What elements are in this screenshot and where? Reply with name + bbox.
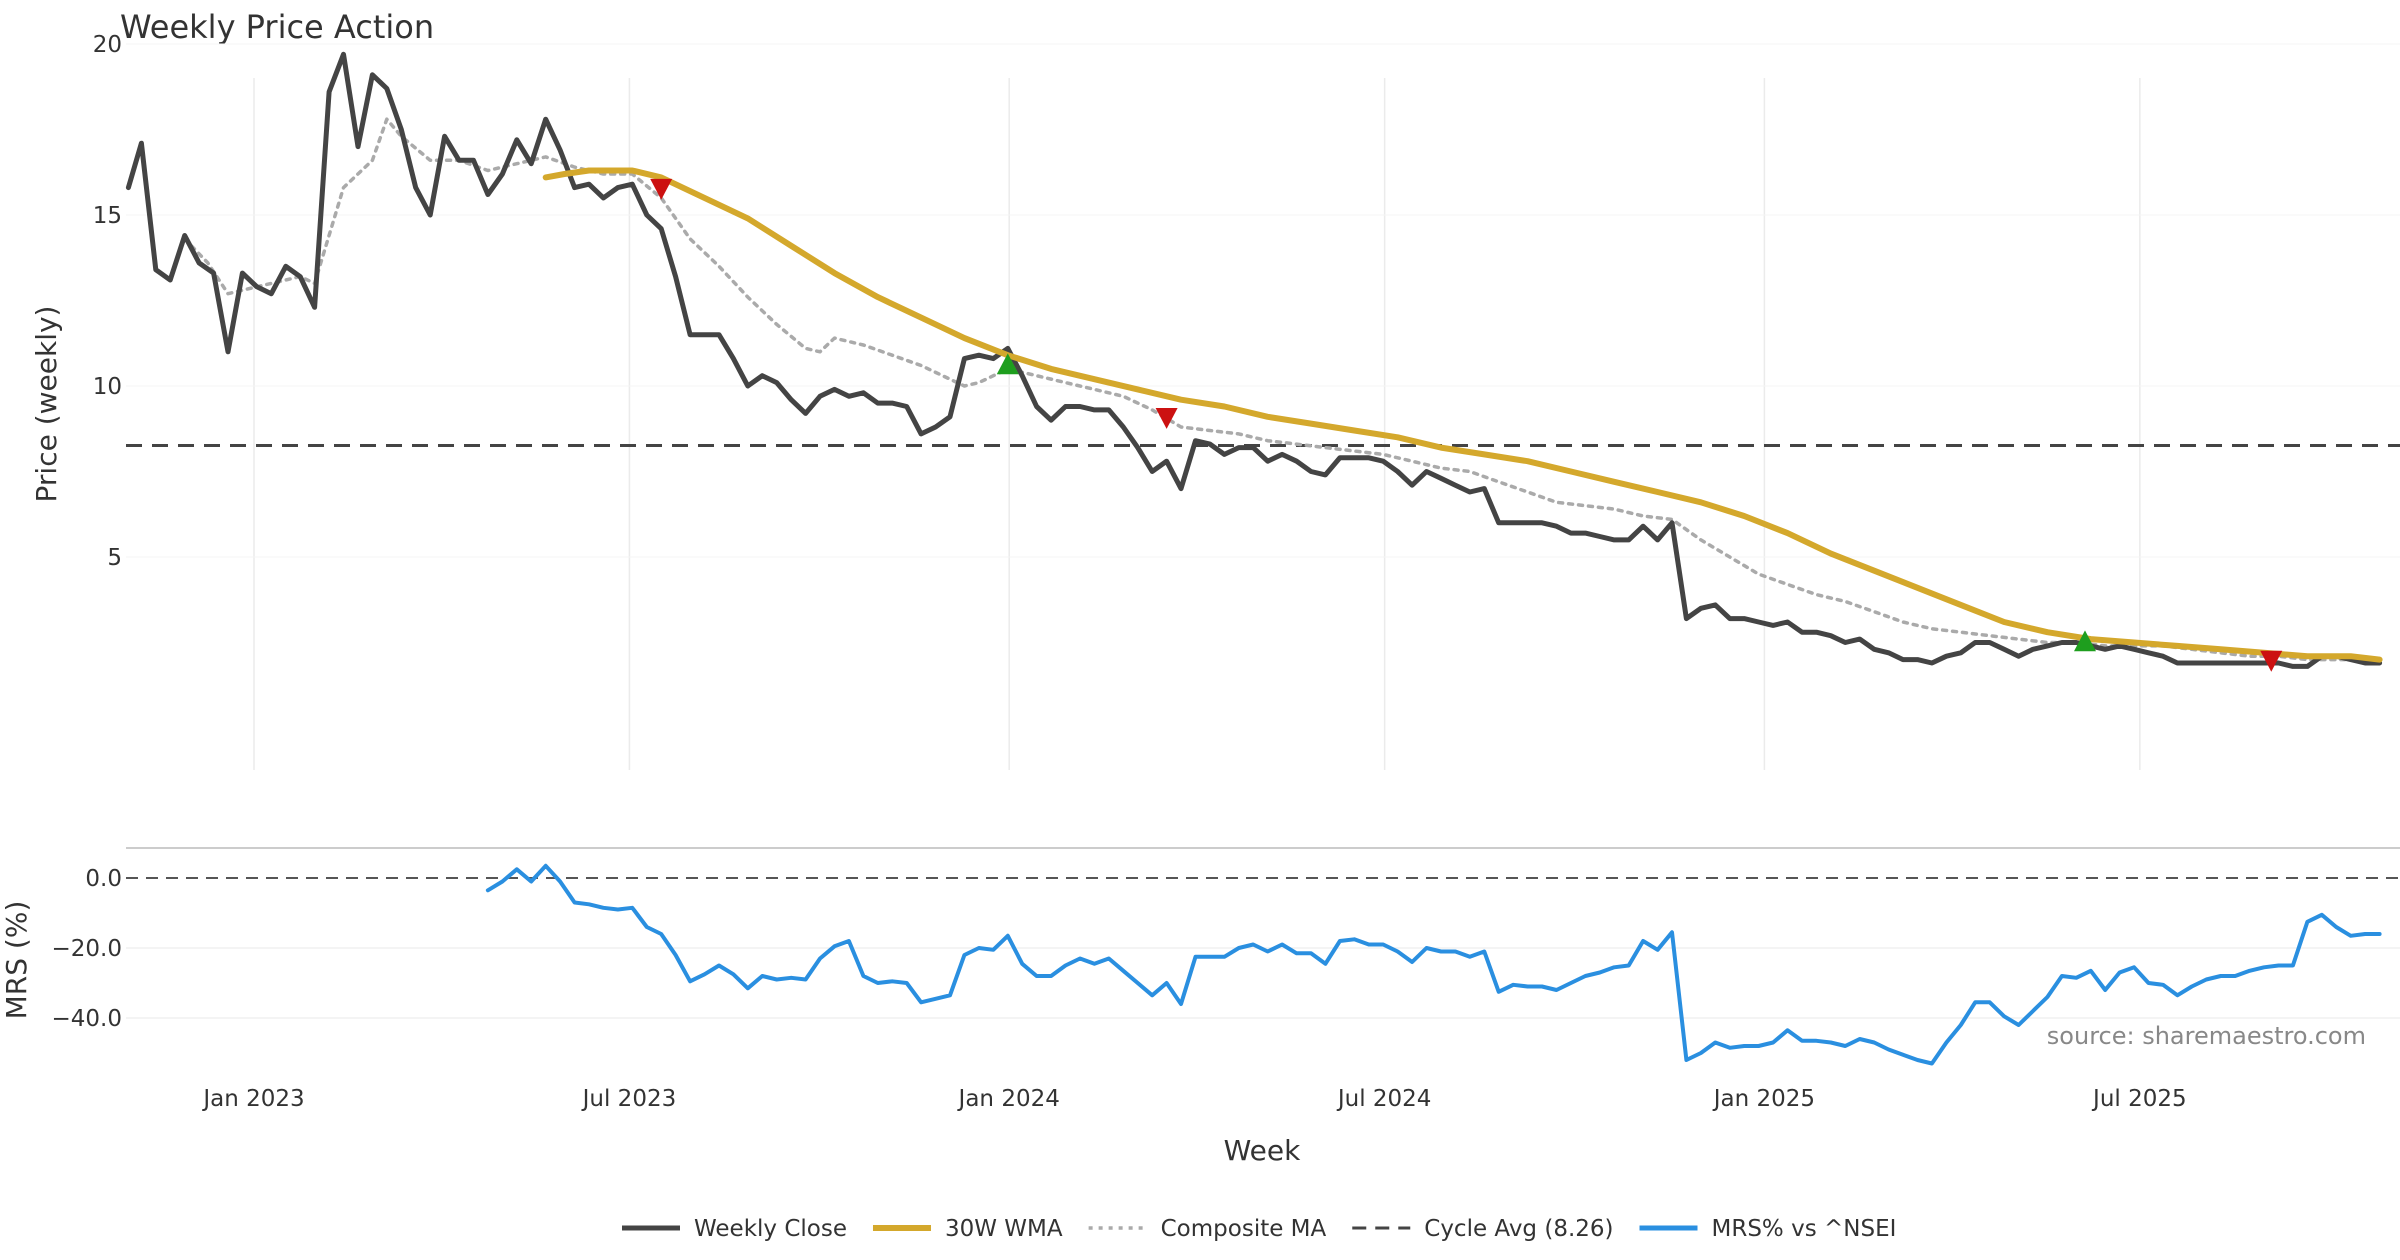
grid <box>126 43 2400 770</box>
mrs-y-axis-title: MRS (%) <box>0 901 33 1020</box>
price-y-tick-label: 20 <box>93 32 122 58</box>
legend-label-cycle-avg: Cycle Avg (8.26) <box>1424 1216 1613 1242</box>
legend: Weekly Close 30W WMA Composite MA Cycle Avg… <box>622 1216 1896 1242</box>
x-tick-label: Jul 2023 <box>581 1086 677 1112</box>
x-tick-label: Jan 2023 <box>201 1086 304 1112</box>
price-y-tick-label: 10 <box>93 374 122 400</box>
mrs-y-tick-label: 0.0 <box>85 866 122 892</box>
weekly-close-line <box>125 51 2383 669</box>
legend-label-composite-ma: Composite MA <box>1161 1216 1327 1242</box>
mrs-y-tick-label: −40.0 <box>52 1006 122 1032</box>
chart-title: Weekly Price Action <box>120 8 434 46</box>
mrs-line <box>485 863 2382 1066</box>
legend-label-weekly-close: Weekly Close <box>694 1216 847 1242</box>
composite-ma-line <box>182 117 2382 662</box>
mrs-panel: 0.0 −20.0 −40.0 MRS (%) <box>0 847 2400 1066</box>
x-tick-label: Jan 2024 <box>957 1086 1060 1112</box>
price-y-tick-label: 5 <box>107 545 122 571</box>
mrs-y-tick-label: −20.0 <box>52 936 122 962</box>
legend-label-wma-30w: 30W WMA <box>945 1216 1063 1242</box>
x-axis-title: Week <box>1224 1134 1301 1167</box>
x-tick-label: Jul 2025 <box>2091 1086 2187 1112</box>
price-panel: 5 10 15 20 Price (weekly) <box>30 32 2400 672</box>
buy-signal-marker <box>996 353 1019 375</box>
source-credit: source: sharemaestro.com <box>2047 1022 2366 1050</box>
sell-signal-marker <box>2260 650 2283 672</box>
price-y-axis-title: Price (weekly) <box>30 306 63 503</box>
x-tick-label: Jan 2025 <box>1712 1086 1815 1112</box>
price-y-tick-label: 15 <box>93 203 122 229</box>
wma-30w-line <box>542 167 2383 663</box>
sell-signal-marker <box>1155 407 1178 429</box>
legend-label-mrs: MRS% vs ^NSEI <box>1712 1216 1897 1242</box>
x-tick-label: Jul 2024 <box>1336 1086 1432 1112</box>
x-axis: Jan 2023 Jul 2023 Jan 2024 Jul 2024 Jan 2025… <box>201 1086 2186 1112</box>
sell-signal-marker <box>650 178 673 200</box>
buy-signal-marker <box>2073 630 2096 652</box>
